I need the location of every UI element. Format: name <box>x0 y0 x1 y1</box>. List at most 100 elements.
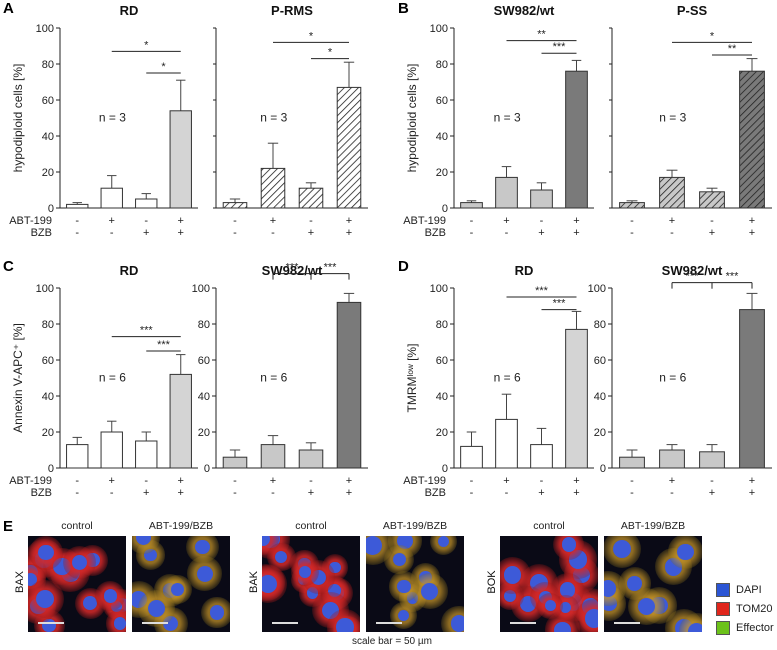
treatment-sign: + <box>749 475 755 487</box>
y-tick-label: 80 <box>436 319 448 331</box>
significance-label: * <box>309 30 314 42</box>
micrograph-image <box>28 536 126 632</box>
treatment-label: BZB <box>31 487 52 499</box>
treatment-sign: - <box>670 487 674 499</box>
significance-label: *** <box>686 271 700 283</box>
y-axis-label: Annexin V-APC⁺ [%] <box>11 323 25 433</box>
y-tick-label: 20 <box>42 167 54 179</box>
cell-nucleus <box>196 565 213 582</box>
y-tick-label: 20 <box>198 427 210 439</box>
bar <box>495 176 518 209</box>
legend-item-tom20: TOM20 <box>716 599 774 618</box>
n-label: n = 6 <box>99 371 126 385</box>
y-tick-label: 0 <box>204 463 210 475</box>
bar <box>336 86 362 209</box>
y-tick-label: 100 <box>36 283 54 295</box>
legend-swatch-effector <box>716 620 730 635</box>
panel-letter-b: B <box>398 0 409 17</box>
cell-nucleus <box>35 589 55 609</box>
treatment-sign: + <box>178 487 184 499</box>
cell-nucleus <box>437 536 450 548</box>
treatment-sign: + <box>709 487 715 499</box>
treatment-sign: - <box>233 475 237 487</box>
micrograph-condition-label: ABT-199/BZB <box>148 520 214 532</box>
y-tick-label: 0 <box>48 463 54 475</box>
significance-label: ** <box>537 29 546 41</box>
y-tick-label: 60 <box>42 355 54 367</box>
cell-nucleus <box>262 575 278 594</box>
chart-title: SW982/wt <box>494 3 555 18</box>
bar <box>135 198 158 209</box>
cell-nucleus <box>147 599 166 618</box>
treatment-sign: - <box>75 475 79 487</box>
significance-label: *** <box>535 285 549 297</box>
treatment-label: ABT-199 <box>403 215 446 227</box>
panel-letter-e: E <box>3 518 14 535</box>
y-tick-label: 20 <box>594 427 606 439</box>
micrograph-condition-label: control <box>533 520 565 532</box>
cell-nucleus <box>421 582 438 600</box>
micrograph-row-label: BAX <box>14 571 26 594</box>
cell-nucleus <box>560 602 572 614</box>
treatment-sign: + <box>749 487 755 499</box>
bar <box>659 449 685 469</box>
chart-title: SW982/wt <box>262 263 323 278</box>
treatment-sign: + <box>669 475 675 487</box>
y-tick-label: 20 <box>436 427 448 439</box>
bar <box>495 418 518 469</box>
cell-nucleus <box>688 622 702 632</box>
treatment-sign: - <box>271 227 275 239</box>
cell-nucleus <box>604 580 617 597</box>
y-tick-label: 20 <box>42 427 54 439</box>
treatment-label: BZB <box>31 227 52 239</box>
treatment-sign: + <box>143 487 149 499</box>
chart-3: P-SSn = 3--+--+++*** <box>609 3 772 239</box>
bar <box>530 189 553 209</box>
treatment-label: ABT-199 <box>9 475 52 487</box>
cell-nucleus <box>135 536 151 546</box>
treatment-sign: + <box>178 475 184 487</box>
micrograph-image <box>604 536 702 632</box>
cell-nucleus <box>329 562 341 574</box>
treatment-sign: + <box>573 215 579 227</box>
chart-title: P-RMS <box>271 3 313 18</box>
treatment-sign: - <box>75 487 79 499</box>
y-tick-label: 0 <box>442 463 448 475</box>
treatment-sign: + <box>178 215 184 227</box>
n-label: n = 3 <box>659 111 686 125</box>
treatment-sign: + <box>109 215 115 227</box>
cell-nucleus <box>28 572 38 587</box>
treatment-sign: + <box>109 475 115 487</box>
significance-label: *** <box>324 262 338 274</box>
y-axis-label: hypodiploid cells [%] <box>11 64 25 173</box>
micrograph-condition-label: control <box>295 520 327 532</box>
chart-title: RD <box>515 263 534 278</box>
significance-label: *** <box>553 298 567 310</box>
treatment-sign: - <box>505 487 509 499</box>
y-tick-label: 40 <box>594 391 606 403</box>
bar <box>460 202 483 209</box>
treatment-sign: - <box>233 487 237 499</box>
y-tick-label: 80 <box>436 59 448 71</box>
micrograph-condition-label: control <box>61 520 93 532</box>
y-tick-label: 60 <box>42 95 54 107</box>
treatment-sign: + <box>270 215 276 227</box>
y-tick-label: 100 <box>588 283 606 295</box>
cell-nucleus <box>397 610 409 622</box>
y-tick-label: 100 <box>430 23 448 35</box>
cell-nucleus <box>71 555 87 571</box>
chart-0: 0 20 40 60 80 100 hypodiploid cells [%] RD n = 3… <box>9 3 198 239</box>
y-tick-label: 80 <box>594 319 606 331</box>
treatment-label: BZB <box>425 227 446 239</box>
bar <box>222 456 248 469</box>
treatment-sign: + <box>573 487 579 499</box>
y-tick-label: 0 <box>48 203 54 215</box>
treatment-sign: + <box>143 227 149 239</box>
legend-swatch-tom20 <box>716 601 730 616</box>
y-tick-label: 100 <box>430 283 448 295</box>
micrograph-row-label: BAK <box>248 571 260 594</box>
legend-label-effector: Effector <box>736 621 774 634</box>
y-tick-label: 60 <box>594 355 606 367</box>
bar <box>460 445 483 469</box>
